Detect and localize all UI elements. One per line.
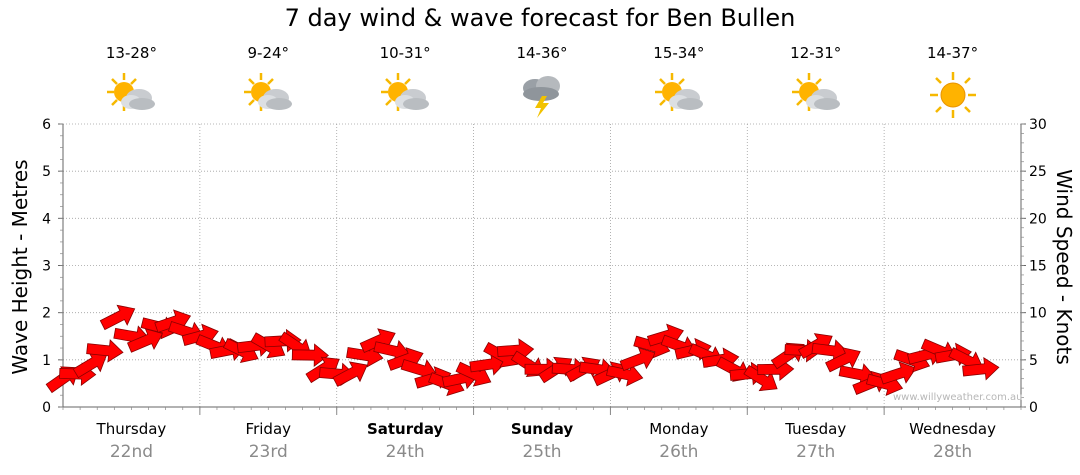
x-date-label: 22nd [109,442,154,462]
sunny-icon [926,70,980,120]
y2-tick-label: 10 [1029,306,1047,322]
day-temperature-range: 9-24° [247,44,290,62]
wind-arrow [743,364,778,392]
x-date-label: 23rd [248,442,288,462]
day-temperature-range: 14-36° [516,44,568,62]
y2-tick-label: 0 [1029,400,1038,416]
day-temperature-range: 10-31° [379,44,431,62]
wind-arrow [291,343,329,368]
x-category-label: Thursday [96,420,167,438]
thunderstorm-icon [515,70,569,120]
partly-cloudy-icon [241,70,295,120]
y2-tick-label: 15 [1029,259,1047,275]
partly-cloudy-icon [652,70,706,120]
x-category-label: Wednesday [909,420,996,438]
x-date-label: 28th [933,442,973,462]
day-temperature-range: 13-28° [105,44,157,62]
y2-axis-title-wind: Wind Speed - Knots [1052,169,1076,365]
x-category-label: Sunday [510,420,574,438]
y-tick-label: 5 [42,164,51,180]
day-temperature-range: 15-34° [653,44,705,62]
x-date-label: 27th [796,442,836,462]
wind-arrow [825,347,861,373]
y2-tick-label: 30 [1029,117,1047,133]
wind-arrow [332,361,368,387]
day-temperature-range: 12-31° [790,44,842,62]
watermark: www.willyweather.com.au [893,392,1023,403]
y2-tick-label: 5 [1029,353,1038,369]
wind-arrow [619,347,657,372]
y-tick-label: 3 [42,259,51,275]
x-category-label: Saturday [366,420,444,438]
wind-arrow [879,361,917,385]
y-tick-label: 2 [42,306,51,322]
wind-arrow [496,338,535,362]
partly-cloudy-icon [378,70,432,120]
wind-arrow [72,352,108,379]
wind-arrow [126,328,164,353]
partly-cloudy-icon [104,70,158,120]
y-tick-label: 1 [42,353,51,369]
chart-title: 7 day wind & wave forecast for Ben Bulle… [284,4,796,32]
wind-arrow [86,339,124,363]
x-date-label: 25th [522,442,562,462]
y-tick-label: 6 [42,117,51,133]
y2-tick-label: 20 [1029,211,1047,227]
day-temperature-range: 14-37° [927,44,979,62]
x-date-label: 24th [385,442,425,462]
x-category-label: Monday [649,420,709,438]
x-category-label: Tuesday [785,420,847,438]
wind-arrow [99,304,136,331]
wind-arrow [605,363,644,387]
y2-tick-label: 25 [1029,164,1047,180]
x-category-label: Friday [245,420,292,438]
y-tick-label: 0 [42,400,51,416]
partly-cloudy-icon [789,70,843,120]
y-axis-title-wave: Wave Height - Metres [8,159,32,375]
y-tick-label: 4 [42,211,51,227]
x-date-label: 26th [659,442,699,462]
wind-arrow [962,357,1000,381]
